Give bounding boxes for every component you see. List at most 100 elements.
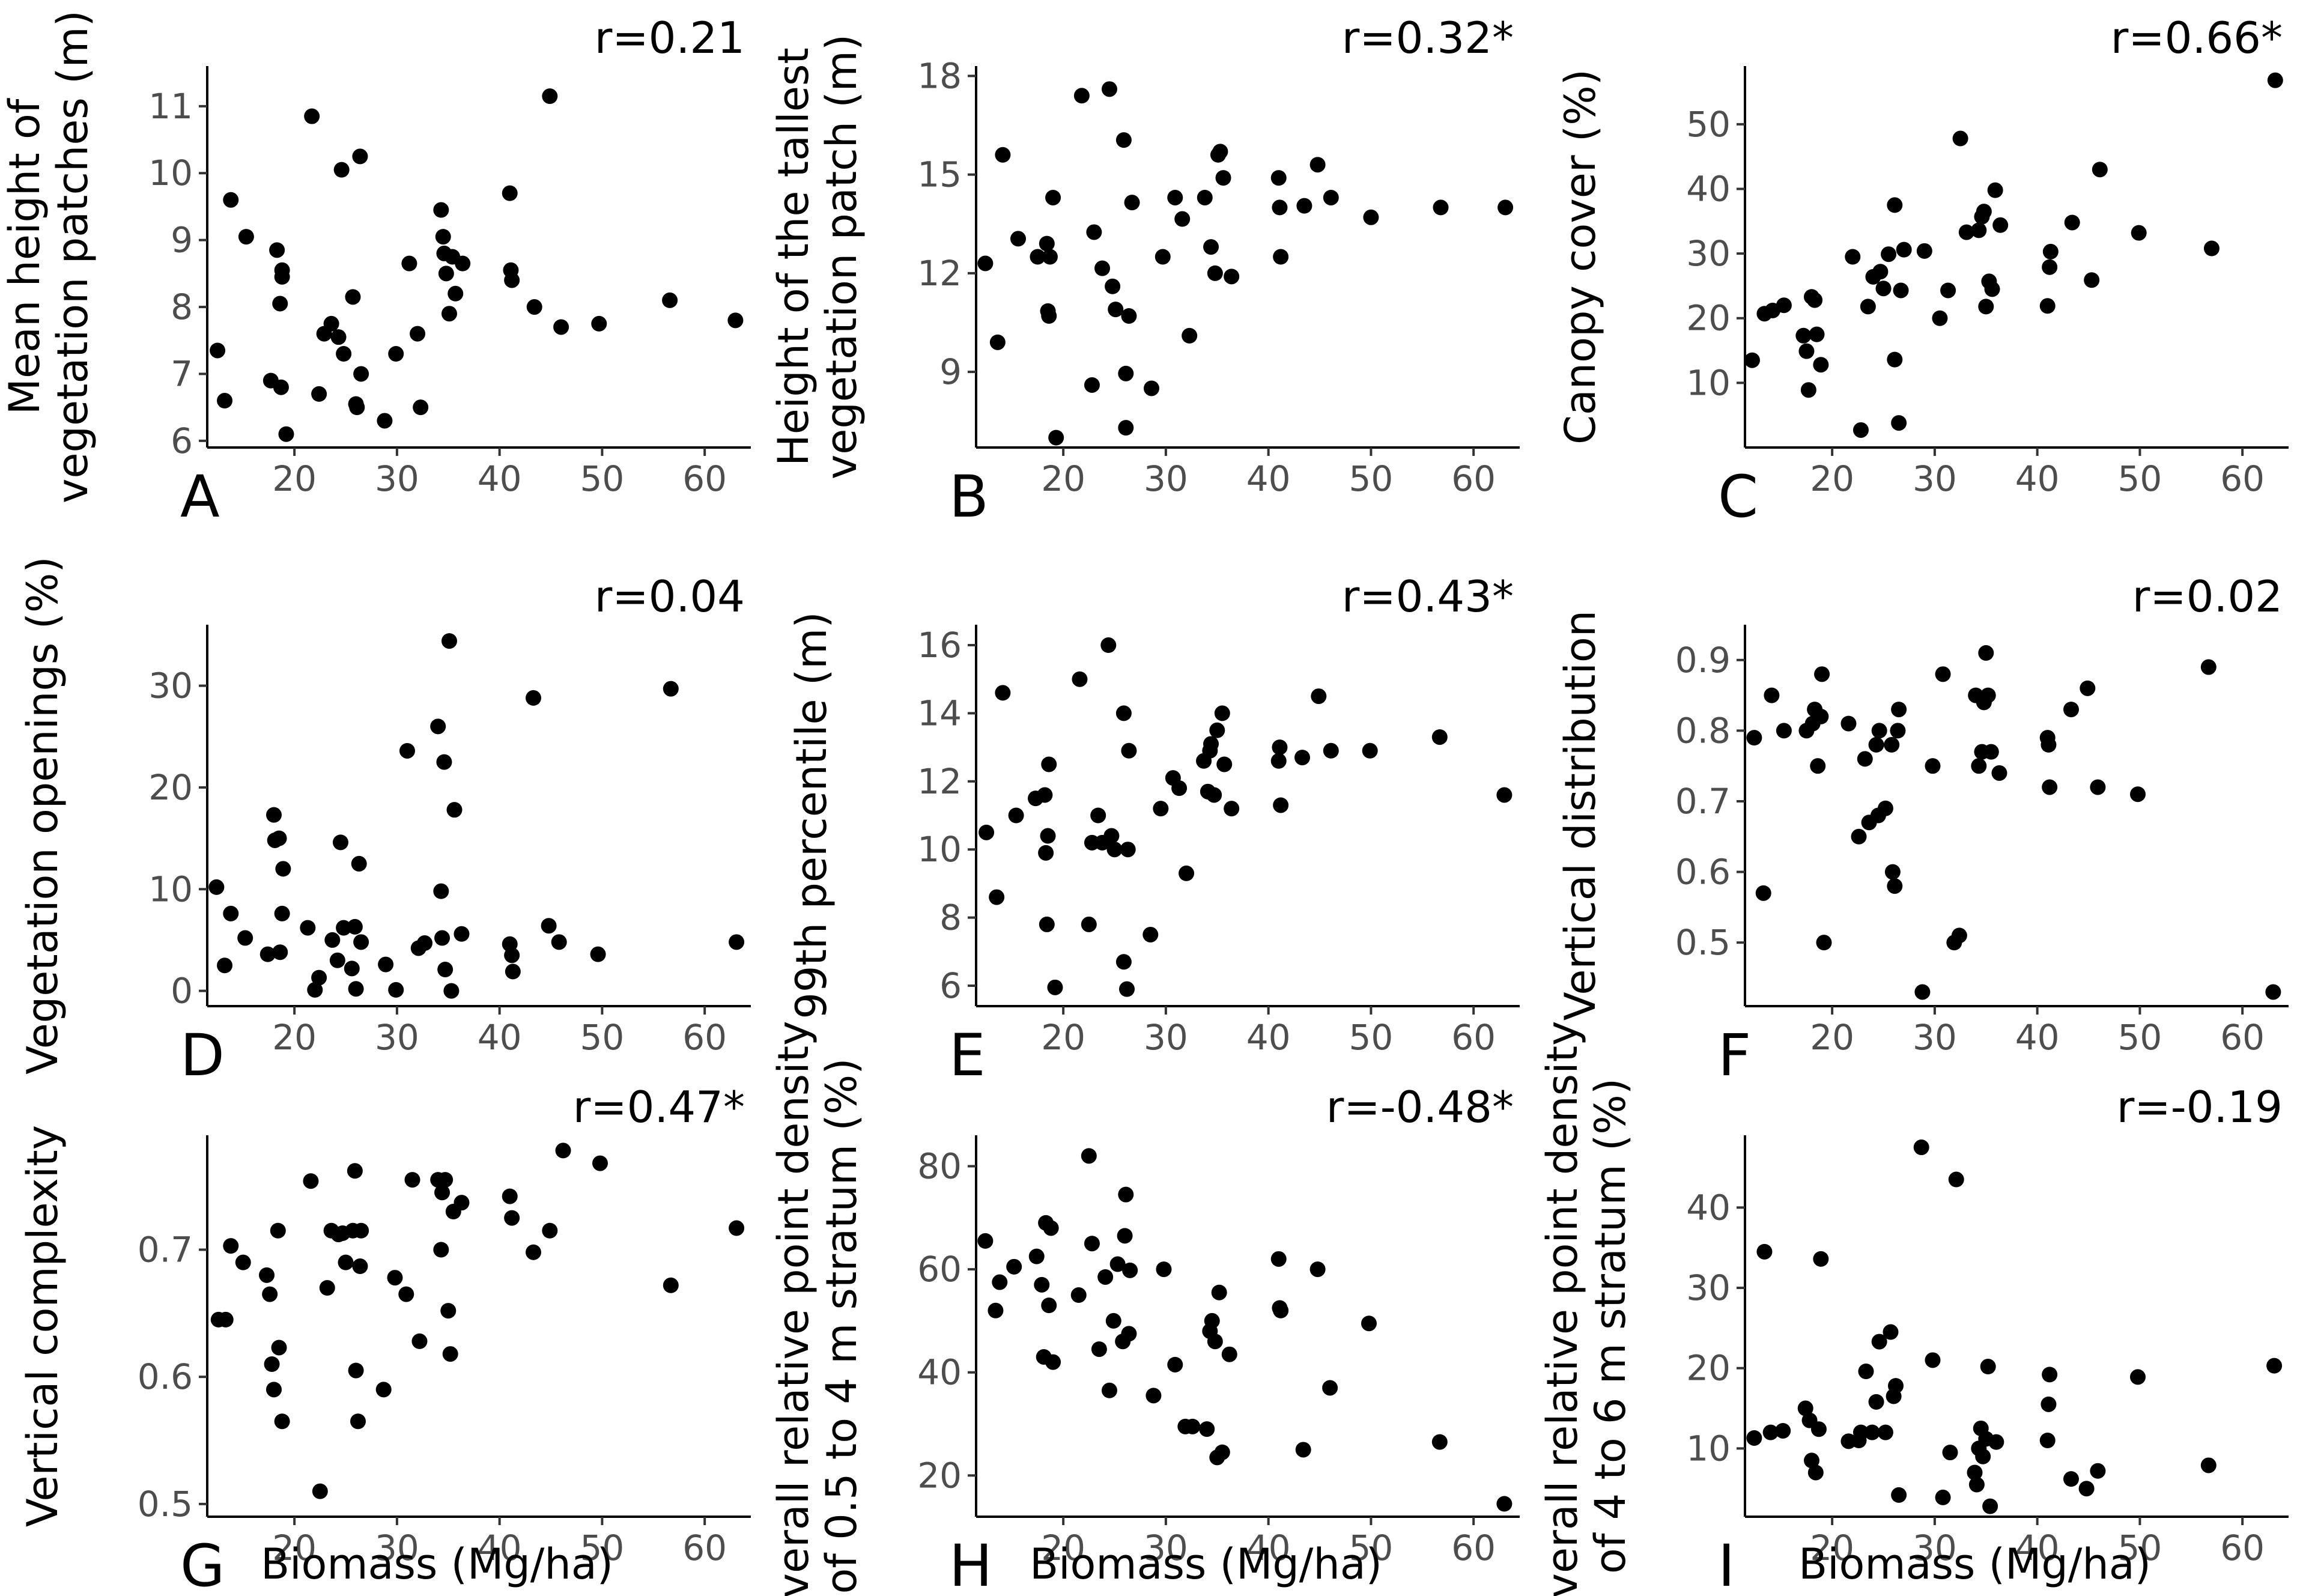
data-point <box>347 918 363 935</box>
data-point <box>2039 1433 2056 1448</box>
data-point <box>1273 249 1289 265</box>
data-point <box>1207 1334 1223 1350</box>
data-point <box>223 1238 239 1254</box>
data-point <box>1119 981 1135 997</box>
panel-letter: B <box>949 463 989 530</box>
data-point <box>1041 1297 1057 1314</box>
x-tick-label: 20 <box>1810 1017 1854 1058</box>
data-point <box>553 319 569 335</box>
data-point <box>1120 842 1136 858</box>
data-point <box>1216 756 1233 772</box>
data-point <box>1877 800 1893 816</box>
y-tick-label: 0.6 <box>1675 852 1731 893</box>
data-point <box>1868 736 1884 753</box>
data-point <box>2131 225 2147 241</box>
y-tick-label: 50 <box>1686 104 1731 145</box>
x-axis-title: Biomass (Mg/ha) <box>261 1540 613 1589</box>
data-point <box>1983 744 1999 760</box>
data-point <box>1858 1364 1874 1380</box>
data-point <box>1171 780 1188 796</box>
data-point <box>502 1188 518 1204</box>
data-point <box>1070 1287 1087 1303</box>
data-point <box>1309 157 1326 173</box>
data-point <box>2265 984 2281 1000</box>
data-point <box>413 399 429 416</box>
data-point <box>433 1242 449 1258</box>
data-point <box>311 386 327 402</box>
data-point <box>272 296 288 312</box>
data-point <box>1800 382 1816 398</box>
data-point <box>348 981 364 997</box>
data-point <box>1978 645 1994 661</box>
data-point <box>238 229 254 245</box>
data-point <box>1323 742 1339 759</box>
data-point <box>2200 1457 2217 1473</box>
y-tick-label: 8 <box>171 287 193 327</box>
data-point <box>541 918 557 934</box>
data-point <box>1813 357 1829 373</box>
data-point <box>270 1222 286 1239</box>
data-point <box>1124 195 1140 211</box>
data-point <box>1211 1284 1227 1300</box>
data-point <box>1090 807 1106 824</box>
data-point <box>1982 1498 1998 1514</box>
data-point <box>377 413 393 429</box>
data-point <box>1101 1382 1117 1398</box>
data-point <box>729 1220 745 1236</box>
data-point <box>2090 1463 2106 1479</box>
y-tick-label: 0.9 <box>1675 640 1731 681</box>
data-point <box>1039 235 1055 252</box>
x-axis-title: Biomass (Mg/ha) <box>1030 1540 1382 1589</box>
data-point <box>300 920 316 936</box>
y-axis-title: vegetation patches (m) <box>48 10 97 503</box>
data-point <box>353 934 369 950</box>
data-point <box>1891 702 1907 718</box>
y-tick-label: 40 <box>1686 1187 1731 1228</box>
data-point <box>344 960 360 977</box>
data-point <box>235 1254 251 1270</box>
data-point <box>1744 352 1760 368</box>
data-point <box>433 202 449 218</box>
data-point <box>1925 758 1941 774</box>
data-point <box>1270 170 1287 186</box>
data-point <box>1037 787 1053 803</box>
data-point <box>542 1222 558 1239</box>
data-point <box>2064 214 2080 231</box>
data-point <box>274 262 290 278</box>
data-point <box>1914 984 1931 1000</box>
y-tick-label: 20 <box>1686 1348 1731 1389</box>
data-point <box>1091 1341 1107 1358</box>
data-point <box>332 834 348 851</box>
data-point <box>1199 1421 1215 1437</box>
data-point <box>1106 842 1123 858</box>
data-point <box>1156 1261 1172 1278</box>
data-point <box>505 963 521 980</box>
data-point <box>441 633 457 649</box>
y-axis-title: Vegetation openings (%) <box>18 556 67 1075</box>
data-point <box>352 148 368 165</box>
panel-e: 20 30 40 50 60 6 8 10 12 14 16 99th percentile (m) E… <box>787 571 1520 1089</box>
data-point <box>988 1302 1004 1318</box>
data-point <box>272 944 288 960</box>
data-point <box>273 379 289 395</box>
data-point <box>1072 671 1088 687</box>
y-tick-label: 16 <box>917 625 962 666</box>
data-point <box>388 346 404 362</box>
data-point <box>995 685 1011 701</box>
data-point <box>1942 1445 1958 1461</box>
x-tick-label: 40 <box>478 1017 522 1058</box>
data-point <box>443 983 460 999</box>
x-tick-label: 50 <box>2117 1017 2162 1058</box>
x-tick-label: 40 <box>1246 458 1291 499</box>
data-point <box>1864 1424 1880 1440</box>
x-tick-label: 30 <box>1144 1528 1188 1568</box>
data-point <box>2129 1369 2146 1385</box>
y-tick-label: 10 <box>917 829 962 870</box>
data-point <box>1203 736 1219 752</box>
data-point <box>347 1163 363 1179</box>
data-point <box>1101 81 1117 97</box>
data-point <box>1010 231 1027 247</box>
data-point <box>2063 702 2079 718</box>
data-point <box>2084 272 2100 288</box>
data-point <box>1851 828 1867 845</box>
